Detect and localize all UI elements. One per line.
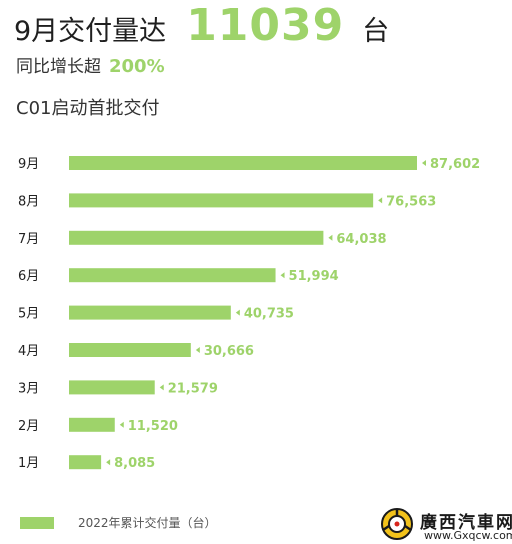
data-label: 76,563 bbox=[386, 194, 436, 209]
growth-value: 200% bbox=[109, 56, 165, 77]
value-pointer-icon bbox=[235, 309, 240, 316]
data-label: 11,520 bbox=[128, 419, 178, 434]
data-label: 51,994 bbox=[289, 269, 339, 284]
data-label: 64,038 bbox=[336, 232, 386, 247]
category-label: 7月 bbox=[18, 232, 39, 247]
value-pointer-icon bbox=[159, 384, 164, 391]
bar bbox=[69, 343, 191, 357]
growth-label: 同比增长超 bbox=[16, 57, 101, 77]
data-label: 40,735 bbox=[244, 307, 294, 322]
value-pointer-icon bbox=[119, 421, 124, 428]
category-label: 2月 bbox=[18, 419, 39, 434]
bar bbox=[69, 230, 324, 245]
value-pointer-icon bbox=[195, 347, 200, 353]
bar bbox=[69, 305, 231, 320]
value-pointer-icon bbox=[106, 459, 111, 466]
bar bbox=[69, 455, 102, 470]
bar bbox=[69, 156, 417, 170]
bar bbox=[69, 380, 155, 395]
headline-prefix: 9月交付量达 bbox=[14, 16, 167, 47]
headline-number: 11039 bbox=[186, 0, 345, 51]
category-label: 5月 bbox=[18, 307, 39, 322]
headline: 9月交付量达 11039 台 bbox=[14, 0, 390, 51]
value-pointer-icon bbox=[280, 272, 285, 279]
delivery-note: C01启动首批交付 bbox=[16, 98, 160, 119]
data-label: 30,666 bbox=[204, 344, 254, 359]
category-label: 6月 bbox=[18, 269, 39, 284]
data-label: 8,085 bbox=[114, 456, 155, 471]
data-label: 21,579 bbox=[168, 381, 218, 396]
category-label: 9月 bbox=[18, 157, 39, 172]
watermark-site-url: www.Gxqcw.com bbox=[424, 529, 512, 542]
subheadline: 同比增长超 200% bbox=[16, 52, 165, 77]
data-label: 87,602 bbox=[430, 157, 480, 172]
bar bbox=[69, 417, 115, 432]
watermark-site-name: 廣西汽車网 bbox=[420, 513, 512, 533]
value-pointer-icon bbox=[328, 234, 333, 241]
category-label: 8月 bbox=[18, 194, 39, 209]
bar bbox=[69, 193, 374, 208]
chart-legend: 2022年累计交付量（台） bbox=[20, 514, 217, 531]
watermark-logo: 廣西汽車网 www.Gxqcw.com bbox=[380, 506, 512, 544]
value-pointer-icon bbox=[378, 197, 383, 204]
category-label: 1月 bbox=[18, 456, 39, 471]
bar bbox=[69, 268, 276, 283]
value-pointer-icon bbox=[422, 160, 426, 166]
legend-swatch bbox=[20, 516, 54, 529]
category-label: 3月 bbox=[18, 381, 39, 396]
legend-label: 2022年累计交付量（台） bbox=[78, 516, 217, 530]
category-label: 4月 bbox=[18, 344, 39, 359]
steering-wheel-icon bbox=[381, 508, 413, 540]
headline-suffix: 台 bbox=[362, 16, 390, 47]
